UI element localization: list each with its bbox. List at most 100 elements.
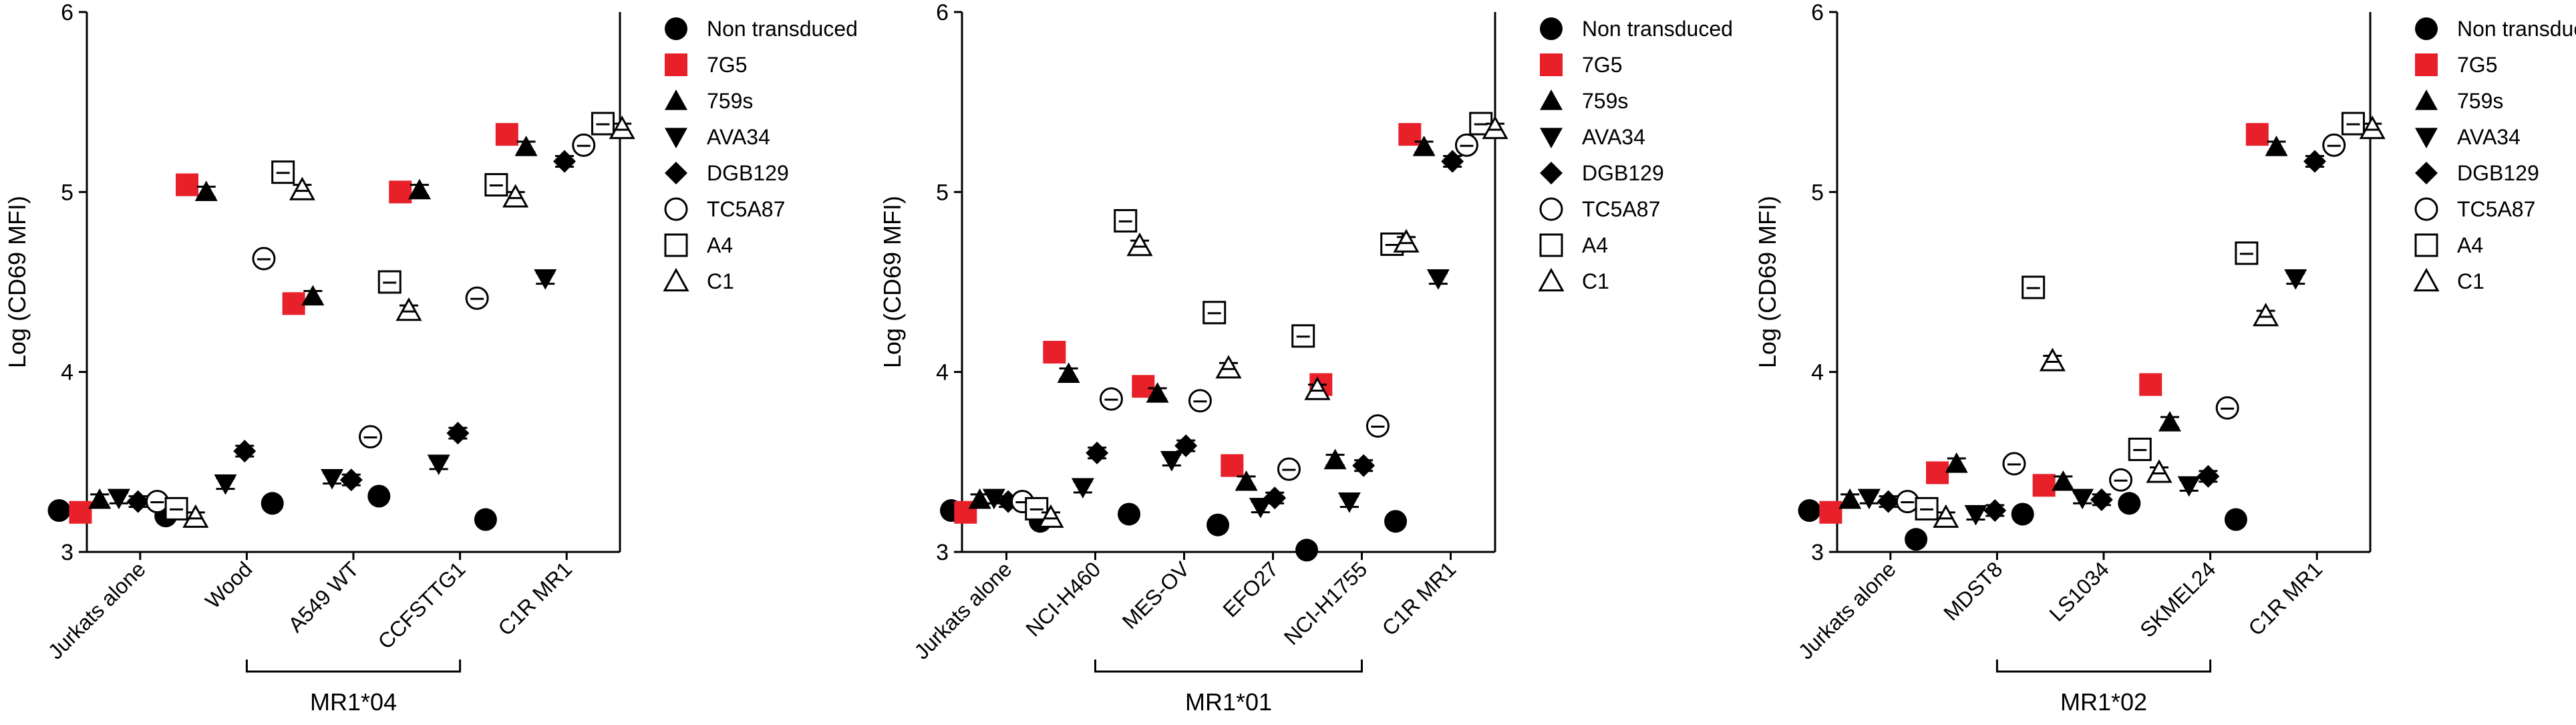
legend-item-tc5: TC5A87 [2414, 197, 2535, 221]
legend-label: 7G5 [2457, 53, 2497, 77]
data-point-a4 [591, 112, 615, 136]
data-point-g7 [282, 292, 305, 315]
y-axis-title: Log (CD69 MFI) [1754, 196, 1781, 368]
data-point-non [367, 484, 391, 508]
data-point-c1 [1126, 233, 1153, 257]
legend-marker-ava [1540, 128, 1563, 148]
legend-label: TC5A87 [707, 197, 785, 221]
data-point-ava [2177, 476, 2201, 497]
legend-label: A4 [1582, 233, 1608, 257]
data-point-s759 [1838, 488, 1862, 509]
data-point-g7 [2032, 474, 2056, 497]
data-point-g7 [1132, 375, 1155, 398]
x-tick-label: A549 WT [283, 557, 363, 637]
group-label: MR1*04 [310, 688, 397, 716]
data-point-dgb [233, 440, 257, 463]
y-tick-label: 5 [61, 180, 73, 205]
data-point-c1 [289, 176, 315, 200]
data-point-ava [214, 474, 237, 495]
legend-item-tc5: TC5A87 [1539, 197, 1660, 221]
data-point-g7 [1926, 461, 1949, 484]
legend-marker-g7 [1540, 53, 1563, 76]
data-point-s759 [1057, 362, 1080, 383]
legend-marker-tc5 [1539, 197, 1563, 221]
legend-label: A4 [2457, 233, 2483, 257]
legend-marker-ava [2415, 128, 2438, 148]
data-point-non [2118, 492, 2141, 515]
data-point-s759 [1235, 470, 1258, 491]
legend-marker-c1 [663, 267, 689, 292]
legend-item-s759: 759s [1540, 89, 1628, 113]
group-label: MR1*02 [2060, 688, 2147, 716]
data-point-non [1384, 510, 1408, 533]
data-point-s759 [2158, 411, 2181, 432]
legend-marker-dgb [665, 162, 687, 184]
data-point-s759 [2052, 470, 2075, 491]
legend-label: Non transduced [1582, 17, 1733, 41]
legend-marker-tc5 [2414, 197, 2438, 221]
legend-item-a4: A4 [2414, 233, 2483, 257]
data-point-ava [427, 454, 450, 476]
data-point-g7 [1043, 341, 1066, 364]
group-bracket [1094, 660, 1363, 673]
data-point-ava [1857, 488, 1881, 510]
legend-item-dgb: DGB129 [1540, 161, 1664, 185]
data-point-s759 [1412, 136, 1436, 156]
legend-label: C1 [2457, 269, 2484, 293]
data-point-dgb [2090, 488, 2113, 511]
data-point-dgb [1877, 490, 1900, 513]
data-point-c1 [395, 297, 422, 321]
data-point-s759 [408, 178, 431, 200]
legend-marker-s759 [665, 90, 687, 110]
legend-label: C1 [1582, 269, 1609, 293]
data-point-ava [1160, 451, 1183, 472]
data-point-c1 [1304, 376, 1331, 400]
data-point-c1 [1933, 504, 1959, 528]
legend-label: 759s [707, 89, 753, 113]
group-label: MR1*01 [1185, 688, 1272, 716]
data-point-c1 [2146, 459, 2172, 483]
legend-label: C1 [707, 269, 734, 293]
data-point-g7 [69, 500, 92, 524]
data-point-s759 [194, 180, 218, 201]
y-axis-title: Log (CD69 MFI) [3, 196, 31, 368]
chart-panel-3: 3 4 5 6 Log (CD69 MFI) Jurkats alone MDST8 LS10… [1754, 0, 2576, 716]
data-point-c1 [502, 184, 529, 208]
legend-marker-non [1540, 17, 1563, 40]
legend-item-ava: AVA34 [2415, 125, 2521, 149]
y-tick-label: 4 [61, 360, 73, 386]
data-point-s759 [514, 136, 538, 156]
data-point-s759 [301, 285, 325, 306]
legend-marker-g7 [665, 53, 687, 76]
y-tick-label: 5 [1811, 180, 1824, 205]
y-tick-label: 5 [936, 180, 949, 205]
data-point-g7 [389, 180, 412, 204]
data-point-c1 [2253, 303, 2279, 327]
data-point-g7 [1221, 454, 1244, 477]
legend-marker-non [2415, 17, 2438, 40]
data-point-dgb [446, 422, 470, 445]
data-point-non [474, 508, 497, 531]
data-point-non [1295, 539, 1319, 562]
data-point-dgb [2197, 464, 2220, 488]
data-point-dgb [1441, 150, 1464, 173]
legend-item-s759: 759s [665, 89, 753, 113]
data-point-non [1118, 502, 1141, 526]
data-point-dgb [339, 468, 363, 492]
data-point-ava [321, 468, 344, 490]
data-point-c1 [182, 504, 209, 528]
data-point-ava [534, 269, 557, 290]
legend-label: DGB129 [707, 161, 789, 185]
x-tick-label: C1R MR1 [493, 557, 577, 640]
legend-item-non: Non transduced [665, 17, 858, 41]
y-tick-label: 6 [936, 0, 949, 25]
data-point-non [1905, 528, 1928, 551]
data-point-s759 [1945, 452, 1968, 473]
data-point-non [47, 499, 71, 523]
legend-label: TC5A87 [2457, 197, 2535, 221]
chart-panel-1: 3 4 5 6 Log (CD69 MFI) Jurkats alone Wood A549 … [3, 0, 858, 716]
data-point-s759 [88, 488, 112, 509]
legend-item-non: Non transduced [1540, 17, 1733, 41]
legend-item-a4: A4 [1539, 233, 1608, 257]
